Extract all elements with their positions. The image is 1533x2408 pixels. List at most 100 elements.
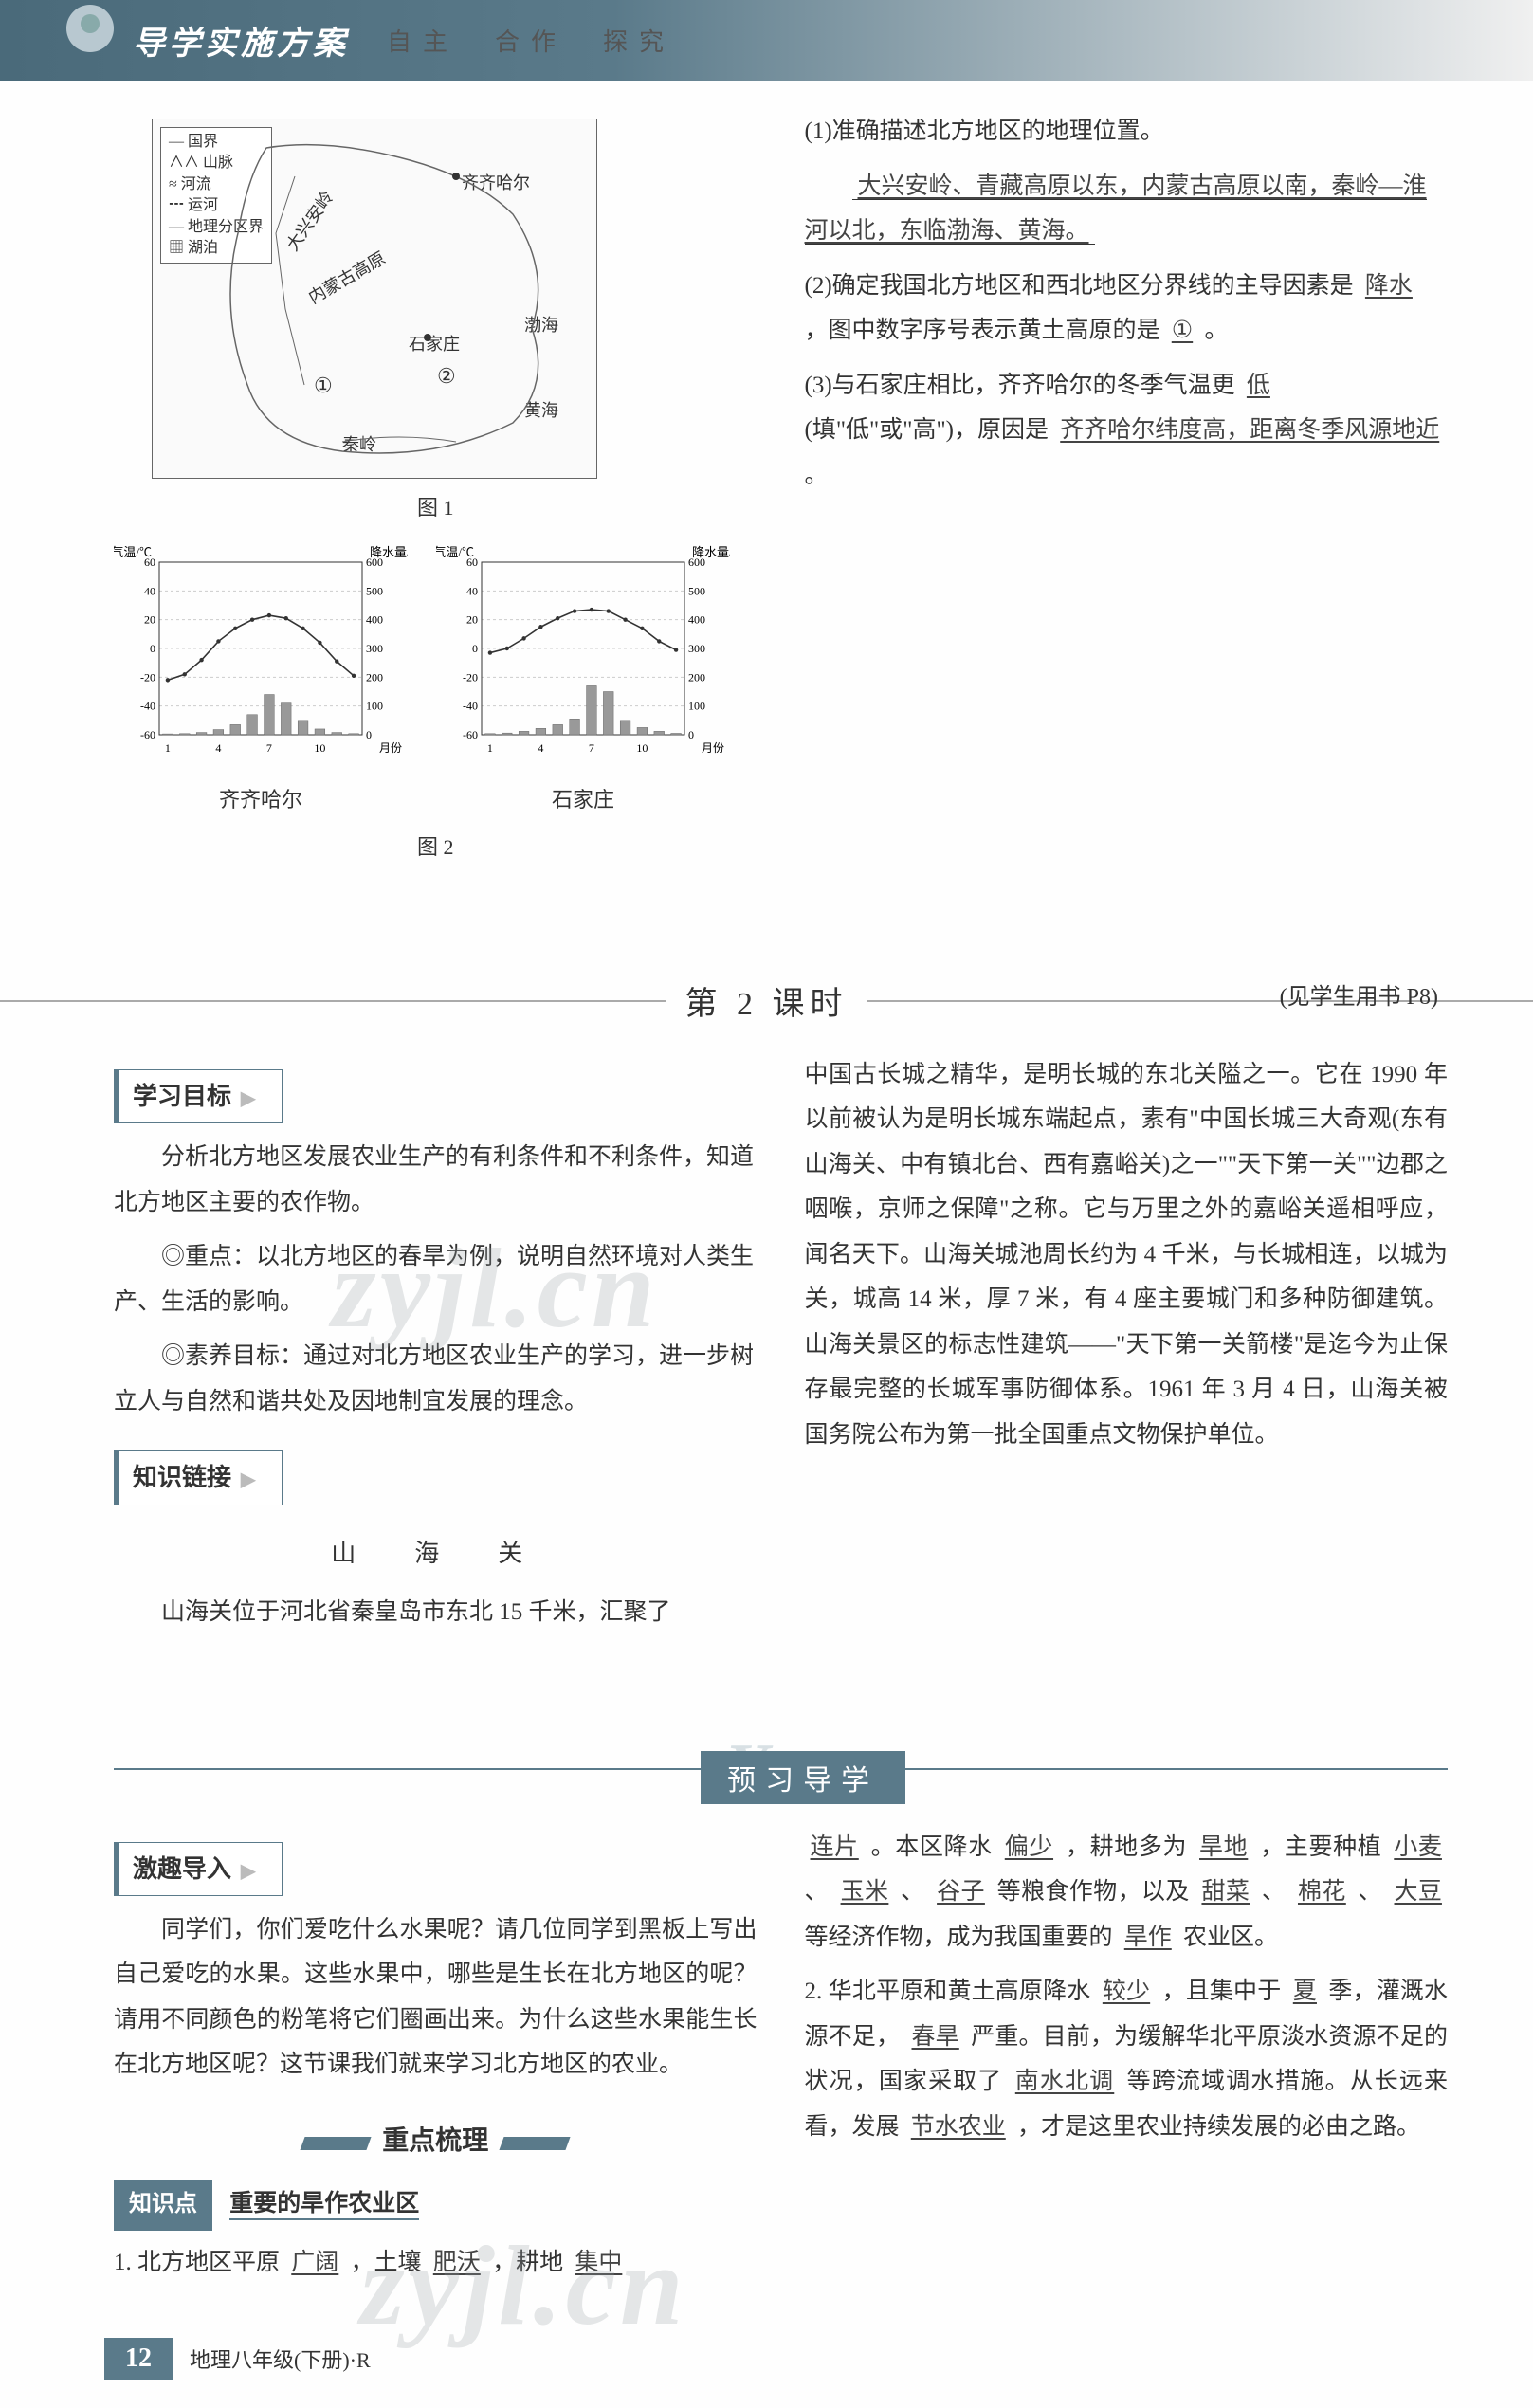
lesson-page-ref: (见学生用书 P8) [1280,977,1438,1011]
svg-text:300: 300 [688,642,705,655]
upper-content: — 国界 ∧∧ 山脉 ≈ 河流 ┅ 运河 — 地理分区界 ▦ 湖泊 齐齐哈尔 石… [0,81,1533,939]
svg-text:20: 20 [144,612,155,626]
svg-text:600: 600 [688,556,705,569]
preview-left-column: 激趣导入▶ 同学们，你们爱吃什么水果呢？请几位同学到黑板上写出自己爱吃的水果。这… [114,1825,757,2295]
page-header: 导学实施方案 自主 合作 探究 [0,0,1533,81]
figure-2-caption: 图 2 [114,828,757,867]
svg-text:200: 200 [688,670,705,684]
q2-blank-2: ① [1166,318,1198,343]
r1c: 偏少 [999,1834,1059,1860]
svg-text:60: 60 [466,556,478,569]
svg-text:7: 7 [266,741,272,755]
q2-prefix: (2)确定我国北方地区和西北地区分界线的主导因素是 [805,273,1354,299]
r2j: 节水农业 [905,2114,1012,2140]
objectives-heading-text: 学习目标 [133,1083,231,1110]
r1f: ，主要种植 [1260,1834,1381,1860]
left-column: — 国界 ∧∧ 山脉 ≈ 河流 ┅ 运河 — 地理分区界 ▦ 湖泊 齐齐哈尔 石… [114,109,757,883]
svg-text:0: 0 [366,728,372,741]
r1m: 甜菜 [1195,1879,1255,1905]
svg-text:-20: -20 [140,670,155,684]
svg-text:600: 600 [366,556,383,569]
preview-banner: Y 预习导学 [114,1740,1448,1797]
q2-mid: ，图中数字序号表示黄土高原的是 [805,318,1160,343]
svg-text:20: 20 [466,612,478,626]
r1s: 旱作 [1119,1925,1177,1950]
question-2: (2)确定我国北方地区和西北地区分界线的主导因素是 降水 ，图中数字序号表示黄土… [805,264,1449,354]
chart-qqhr: 气温/℃降水量/毫米6040200-20-40-6060050040030020… [114,543,408,820]
arrow-icon: ▶ [241,1469,255,1490]
svg-text:-40: -40 [140,699,155,712]
objective-p1: 分析北方地区发展农业生产的有利条件和不利条件，知道北方地区主要的农作物。 [114,1135,757,1225]
mid-left-column: 学习目标 ▶ 分析北方地区发展农业生产的有利条件和不利条件，知道北方地区主要的农作… [114,1052,757,1645]
svg-text:-60: -60 [463,728,478,741]
svg-text:300: 300 [366,642,383,655]
svg-text:400: 400 [366,612,383,626]
map-outline-svg [153,119,598,480]
i1-b3: 集中 [569,2250,628,2275]
svg-text:100: 100 [688,699,705,712]
kpoint-text: 重要的旱作农业区 [229,2191,419,2220]
arrow-icon: ▶ [241,1088,255,1109]
lesson-title: 第 2 课时 [666,977,867,1024]
page-number: 12 [104,2338,173,2380]
svg-text:10: 10 [314,741,325,755]
r1e: 旱地 [1194,1834,1253,1860]
q2-suffix: 。 [1204,318,1228,343]
r2k: ，才是这里农业持续发展的必由之路。 [1017,2114,1420,2140]
r1o: 棉花 [1292,1879,1352,1905]
chart-sjz: 气温/℃降水量/毫米6040200-20-40-6060050040030020… [436,543,730,820]
link-heading-text: 知识链接 [133,1464,231,1491]
r1n: 、 [1262,1879,1286,1905]
r2d: 夏 [1287,1979,1323,2004]
question-1-prompt: (1)准确描述北方地区的地理位置。 [805,109,1449,155]
svg-text:4: 4 [215,741,221,755]
link-heading: 知识链接 ▶ [114,1450,283,1505]
svg-text:0: 0 [472,642,478,655]
i1-t2: ，耕地 [492,2250,563,2275]
svg-text:4: 4 [538,741,543,755]
r1k: 谷子 [931,1879,991,1905]
r1i: 玉米 [835,1879,895,1905]
link-p-left: 山海关位于河北省秦皇岛市东北 15 千米，汇聚了 [114,1590,757,1635]
svg-text:0: 0 [688,728,694,741]
right-para-1: 连片 。本区降水 偏少 ，耕地多为 旱地 ，主要种植 小麦 、 玉米 、 谷子 … [805,1825,1449,1961]
link-title: 山 海 关 [114,1530,757,1577]
r1j: 、 [901,1879,924,1905]
i1-prefix: 1. 北方地区平原 [114,2250,280,2275]
objective-p3: ◎素养目标：通过对北方地区农业生产的学习，进一步树立人与自然和谐共处及因地制宜发… [114,1334,757,1424]
chart-sjz-svg: 气温/℃降水量/毫米6040200-20-40-6060050040030020… [436,543,730,761]
mid-content: 学习目标 ▶ 分析北方地区发展农业生产的有利条件和不利条件，知道北方地区主要的农作… [0,1043,1533,1702]
right-para-2: 2. 华北平原和黄土高原降水 较少 ，且集中于 夏 季，灌溉水源不足， 春旱 严… [805,1969,1449,2149]
r2c: ，且集中于 [1162,1979,1282,2004]
svg-text:400: 400 [688,612,705,626]
i1-b1: 广阔 [285,2250,344,2275]
svg-text:500: 500 [688,584,705,597]
svg-text:1: 1 [165,741,171,755]
page: 导学实施方案 自主 合作 探究 — 国界 ∧∧ 山脉 ≈ 河流 ┅ 运河 — 地… [0,0,1533,2408]
preview-right-column: 连片 。本区降水 偏少 ，耕地多为 旱地 ，主要种植 小麦 、 玉米 、 谷子 … [805,1825,1449,2295]
chart-qqhr-city: 齐齐哈尔 [114,780,408,820]
footer-text: 地理八年级(下册)·R [190,2344,371,2374]
svg-text:500: 500 [366,584,383,597]
r1h: 、 [805,1879,829,1905]
mid-right-column: 中国古长城之精华，是明长城的东北关隘之一。它在 1990 年以前被认为是明长城东… [805,1052,1449,1645]
i1-t1: ，土壤 [351,2250,422,2275]
objective-p2: ◎重点：以北方地区的春旱为例，说明自然环境对人类生产、生活的影响。 [114,1234,757,1324]
q3-blank-1: 低 [1241,373,1276,398]
r2a: 2. 华北平原和黄土高原降水 [805,1979,1091,2004]
preview-content: 激趣导入▶ 同学们，你们爱吃什么水果呢？请几位同学到黑板上写出自己爱吃的水果。这… [0,1815,1533,2408]
q3-blank-2: 齐齐哈尔纬度高，距离冬季风源地近 [1054,417,1445,443]
q3-mid: (填"低"或"高")，原因是 [805,417,1049,443]
page-footer: 12 地理八年级(下册)·R [104,2338,371,2380]
lead-heading: 激趣导入▶ [114,1842,283,1896]
map-figure: — 国界 ∧∧ 山脉 ≈ 河流 ┅ 运河 — 地理分区界 ▦ 湖泊 齐齐哈尔 石… [152,119,597,479]
objectives-heading: 学习目标 ▶ [114,1069,283,1123]
r1p: 、 [1358,1879,1381,1905]
question-3: (3)与石家庄相比，齐齐哈尔的冬季气温更 低 (填"低"或"高")，原因是 齐齐… [805,363,1449,499]
figure-1-caption: 图 1 [114,488,757,528]
svg-text:40: 40 [466,584,478,597]
arrow-icon: ▶ [241,1861,255,1882]
svg-text:100: 100 [366,699,383,712]
r1g: 小麦 [1388,1834,1448,1860]
r1b: 。本区降水 [871,1834,993,1860]
